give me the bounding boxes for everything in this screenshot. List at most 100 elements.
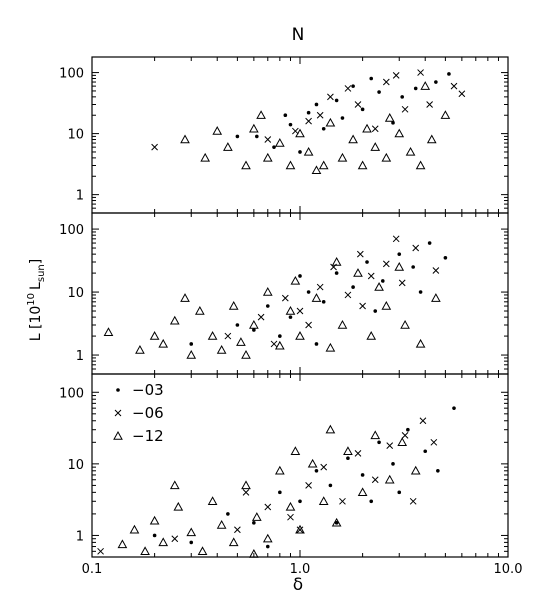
- panel-top: 1 10 100: [59, 56, 509, 214]
- data-point: [357, 487, 368, 497]
- data-point: [443, 255, 448, 260]
- data-point: [149, 515, 160, 525]
- data-point: [296, 526, 304, 534]
- data-point: [321, 300, 326, 304]
- y-tick-label: 100: [59, 223, 84, 238]
- data-point: [359, 302, 366, 310]
- data-point: [394, 261, 405, 271]
- data-point: [386, 442, 394, 449]
- data-point: [252, 521, 256, 525]
- data-point: [152, 533, 157, 538]
- data-point: [405, 146, 416, 156]
- data-point: [346, 456, 350, 460]
- data-point: [264, 136, 272, 143]
- data-point: [373, 309, 378, 313]
- data-point: [415, 160, 426, 170]
- data-point: [391, 121, 395, 125]
- data-point: [287, 513, 294, 521]
- data-point: [169, 315, 180, 325]
- x-tick-label: 0.1: [82, 562, 103, 577]
- data-point: [234, 526, 241, 534]
- y-tick-label: 100: [59, 386, 84, 401]
- data-point: [97, 547, 104, 555]
- data-point: [412, 244, 420, 252]
- data-point: [288, 122, 293, 127]
- data-point: [283, 113, 288, 118]
- data-point: [392, 235, 400, 243]
- y-tick-label: 1: [76, 189, 84, 204]
- data-point: [367, 272, 375, 280]
- data-point: [173, 501, 184, 511]
- data-point: [394, 128, 405, 138]
- data-point: [274, 465, 285, 475]
- legend-label: −03: [132, 381, 164, 399]
- data-point: [369, 499, 374, 504]
- data-point: [140, 546, 150, 556]
- data-point: [382, 260, 390, 268]
- data-point: [262, 533, 273, 543]
- data-point: [401, 432, 409, 439]
- data-point: [409, 497, 417, 505]
- data-point: [328, 483, 333, 488]
- data-point: [427, 241, 432, 245]
- legend-marker-dot: [116, 388, 120, 392]
- panel-bottom: 1 10 100 −03 −06 −12: [59, 373, 509, 558]
- data-point: [334, 98, 339, 103]
- data-point: [316, 283, 324, 291]
- data-point: [410, 465, 421, 475]
- data-point: [325, 342, 336, 352]
- data-point: [241, 350, 251, 359]
- series-triangle: [117, 424, 421, 558]
- data-point: [423, 449, 428, 454]
- data-point: [285, 160, 296, 170]
- data-point: [216, 519, 227, 529]
- data-point: [318, 496, 329, 505]
- data-point: [200, 152, 211, 162]
- data-point: [339, 497, 346, 505]
- data-point: [397, 437, 408, 447]
- data-point: [415, 338, 426, 348]
- data-point: [380, 279, 385, 283]
- data-point: [337, 319, 348, 329]
- data-point: [149, 331, 160, 340]
- data-point: [365, 260, 369, 264]
- data-point: [255, 134, 259, 139]
- data-point: [400, 319, 410, 329]
- y-axis-label-exponent: 10: [26, 293, 37, 306]
- data-point: [327, 93, 334, 101]
- data-point: [377, 90, 381, 94]
- data-point: [236, 337, 246, 346]
- data-point: [186, 527, 197, 537]
- data-point: [452, 406, 456, 410]
- x-tick-label: 1.0: [290, 562, 311, 577]
- data-point: [374, 282, 384, 291]
- data-point: [436, 468, 440, 473]
- data-point: [314, 102, 319, 107]
- data-point: [377, 440, 381, 445]
- data-point: [420, 81, 431, 90]
- data-point: [366, 331, 377, 340]
- data-point: [426, 101, 433, 108]
- data-point: [314, 342, 319, 346]
- data-point: [158, 537, 169, 547]
- data-point: [450, 82, 458, 90]
- chart-title: N: [292, 25, 305, 45]
- data-point: [351, 84, 355, 88]
- data-point: [344, 291, 352, 299]
- series-cross: [97, 417, 438, 555]
- data-point: [151, 143, 158, 151]
- data-point: [397, 252, 402, 256]
- series-dot: [235, 72, 451, 154]
- data-point: [251, 512, 262, 521]
- series-triangle: [103, 256, 441, 359]
- y-tick-label: 10: [67, 458, 84, 473]
- data-point: [278, 334, 282, 338]
- data-point: [371, 125, 379, 133]
- data-point: [242, 488, 250, 496]
- data-point: [212, 126, 223, 135]
- data-point: [353, 268, 363, 277]
- data-point: [417, 69, 424, 76]
- data-point: [296, 307, 304, 315]
- y-axis-label-subscript: sun: [36, 264, 47, 282]
